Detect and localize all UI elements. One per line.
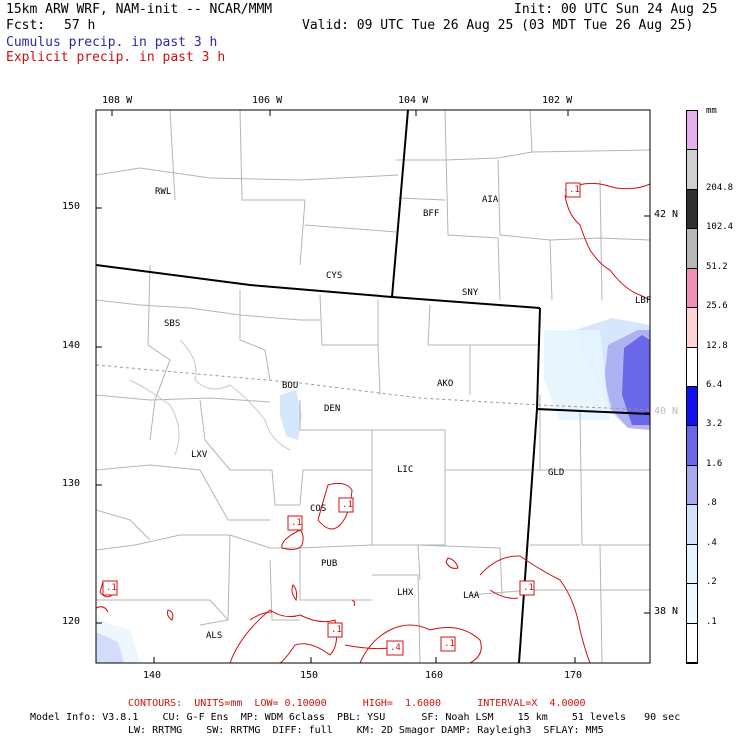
lat-label-38n: 38 N bbox=[654, 606, 679, 617]
grid-label-bottom-150: 150 bbox=[300, 670, 319, 681]
station-ako: AKO bbox=[437, 379, 454, 389]
cumulus-legend: Cumulus precip. in past 3 h bbox=[6, 35, 218, 50]
grid-label-bottom-140: 140 bbox=[143, 670, 162, 681]
colorbar-label: 12.8 bbox=[706, 340, 728, 351]
contour-label-boxes bbox=[102, 182, 581, 656]
colorbar-label: .1 bbox=[706, 616, 717, 627]
colorbar-label: 1.6 bbox=[706, 458, 723, 469]
grid-label-140: 140 bbox=[62, 340, 81, 351]
colorbar-swatch bbox=[687, 426, 697, 466]
contour-label: .1 bbox=[106, 583, 117, 593]
station-lbf: LBF bbox=[635, 296, 652, 306]
grid-label-bottom-170: 170 bbox=[564, 670, 583, 681]
lat-label-42n: 42 N bbox=[654, 209, 679, 220]
lon-label-102w: 102 W bbox=[542, 95, 573, 106]
grid-label-120: 120 bbox=[62, 616, 81, 627]
contour-label: .1 bbox=[331, 625, 342, 635]
model-title: 15km ARW WRF, NAM-init -- NCAR/MMM bbox=[6, 2, 273, 17]
station-gld: GLD bbox=[548, 468, 565, 478]
forecast-hour: 57 h bbox=[64, 18, 96, 33]
model-info-line-1: Model Info: V3.8.1 CU: G-F Ens MP: WDM 6… bbox=[30, 712, 681, 723]
station-sny: SNY bbox=[462, 288, 479, 298]
colorbar-label: 25.6 bbox=[706, 301, 728, 312]
station-laa: LAA bbox=[463, 591, 480, 601]
lon-label-108w: 108 W bbox=[102, 95, 133, 106]
precip-shading bbox=[96, 318, 650, 663]
station-lxv: LXV bbox=[191, 450, 208, 460]
colorbar-label: 3.2 bbox=[706, 419, 723, 430]
colorbar-swatch bbox=[687, 268, 697, 309]
colorbar-label: .8 bbox=[706, 498, 717, 509]
grid-label-bottom-160: 160 bbox=[425, 670, 444, 681]
colorbar-unit: mm bbox=[706, 106, 717, 116]
lat-label-40n: 40 N bbox=[654, 406, 679, 417]
lon-label-106w: 106 W bbox=[252, 95, 283, 106]
contour-label: .1 bbox=[291, 518, 302, 528]
state-borders bbox=[96, 110, 650, 663]
colorbar-swatch bbox=[687, 623, 697, 663]
station-sbs: SBS bbox=[164, 319, 181, 329]
station-rwl: RWL bbox=[155, 187, 172, 197]
station-bou: BOU bbox=[282, 381, 299, 391]
county-borders bbox=[96, 110, 650, 663]
station-cys: CYS bbox=[326, 271, 343, 281]
colorbar bbox=[686, 110, 698, 664]
station-als: ALS bbox=[206, 631, 223, 641]
init-time: Init: 00 UTC Sun 24 Aug 25 bbox=[514, 2, 718, 17]
colorbar-swatch bbox=[687, 150, 697, 190]
colorbar-label: 102.4 bbox=[706, 222, 734, 233]
station-lhx: LHX bbox=[397, 588, 414, 598]
contours-info: CONTOURS: UNITS=mm LOW= 0.10000 HIGH= 1.… bbox=[128, 698, 586, 709]
colorbar-swatch bbox=[687, 308, 697, 348]
colorbar-swatch bbox=[687, 544, 697, 585]
valid-time: Valid: 09 UTC Tue 26 Aug 25 (03 MDT Tue … bbox=[302, 18, 694, 33]
station-pub: PUB bbox=[321, 559, 338, 569]
colorbar-label: 51.2 bbox=[706, 261, 728, 272]
contour-label: .1 bbox=[444, 639, 455, 649]
colorbar-label: .2 bbox=[706, 577, 717, 588]
colorbar-swatch bbox=[687, 189, 697, 230]
map-frame bbox=[95, 109, 651, 664]
station-den: DEN bbox=[324, 404, 341, 414]
model-info-line-2: LW: RRTMG SW: RRTMG DIFF: full KM: 2D Sm… bbox=[128, 725, 604, 736]
grid-label-130: 130 bbox=[62, 478, 81, 489]
colorbar-swatch bbox=[687, 229, 697, 269]
colorbar-label: .4 bbox=[706, 537, 717, 548]
contour-label: .1 bbox=[342, 500, 353, 510]
lon-label-104w: 104 W bbox=[398, 95, 429, 106]
station-bff: BFF bbox=[423, 209, 440, 219]
colorbar-swatch bbox=[687, 347, 697, 387]
station-cos: COS bbox=[310, 504, 327, 514]
forecast-label: Fcst: bbox=[6, 18, 46, 33]
station-aia: AIA bbox=[482, 195, 499, 205]
explicit-precip-contours bbox=[96, 182, 650, 663]
colorbar-swatch bbox=[687, 584, 697, 624]
contour-label: .1 bbox=[569, 185, 580, 195]
latitude-40n-line bbox=[96, 364, 650, 411]
colorbar-swatch bbox=[687, 465, 697, 506]
contour-label: .1 bbox=[523, 583, 534, 593]
colorbar-swatch bbox=[687, 505, 697, 545]
colorbar-label: 6.4 bbox=[706, 380, 723, 390]
contour-label: .4 bbox=[390, 643, 401, 653]
colorbar-swatch bbox=[687, 387, 697, 427]
explicit-legend: Explicit precip. in past 3 h bbox=[6, 50, 226, 65]
colorbar-swatch bbox=[687, 111, 697, 151]
colorbar-label: 204.8 bbox=[706, 182, 734, 193]
station-lic: LIC bbox=[397, 465, 414, 475]
grid-label-150: 150 bbox=[62, 201, 81, 212]
